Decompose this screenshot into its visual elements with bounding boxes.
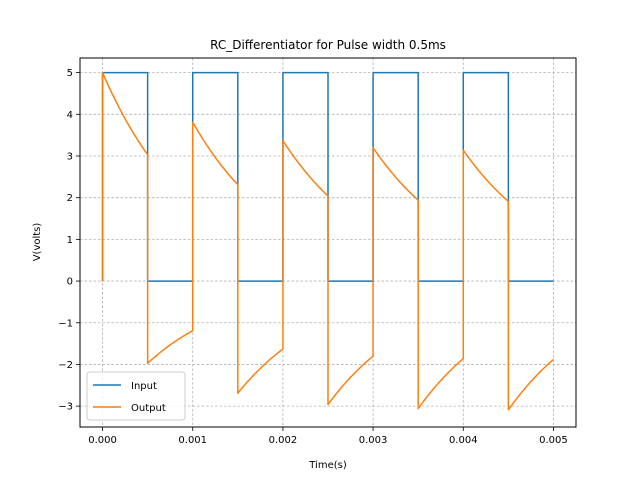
y-tick-label: 1 — [67, 235, 73, 246]
y-tick-label: 2 — [67, 193, 73, 204]
y-tick-label: 3 — [67, 151, 73, 162]
y-tick-label: 0 — [67, 277, 73, 288]
y-tick-label: −2 — [58, 360, 73, 371]
plot-area — [101, 71, 554, 411]
legend-label-output: Output — [131, 403, 166, 414]
y-tick-label: 4 — [67, 110, 73, 121]
y-axis-label: V(volts) — [32, 223, 43, 262]
series-output-line — [101, 71, 554, 411]
x-tick-label: 0.005 — [539, 435, 568, 446]
x-axis-label: Time(s) — [308, 460, 347, 471]
chart-title: RC_Differentiator for Pulse width 0.5ms — [210, 38, 446, 52]
x-tick-label: 0.000 — [88, 435, 117, 446]
x-tick-label: 0.003 — [359, 435, 388, 446]
y-tick-label: −3 — [58, 402, 73, 413]
x-tick-label: 0.001 — [178, 435, 207, 446]
x-tick-label: 0.004 — [449, 435, 478, 446]
y-axis: −3 −2 −1 0 1 2 3 4 5 — [58, 68, 80, 413]
y-tick-label: 5 — [67, 68, 73, 79]
series-input-line — [101, 71, 554, 282]
legend-label-input: Input — [131, 381, 157, 392]
x-axis: 0.000 0.001 0.002 0.003 0.004 0.005 — [88, 427, 568, 446]
legend: Input Output — [86, 371, 186, 421]
legend-box — [86, 371, 186, 421]
y-tick-label: −1 — [58, 318, 73, 329]
axes-frame — [79, 57, 577, 428]
x-tick-label: 0.002 — [269, 435, 298, 446]
